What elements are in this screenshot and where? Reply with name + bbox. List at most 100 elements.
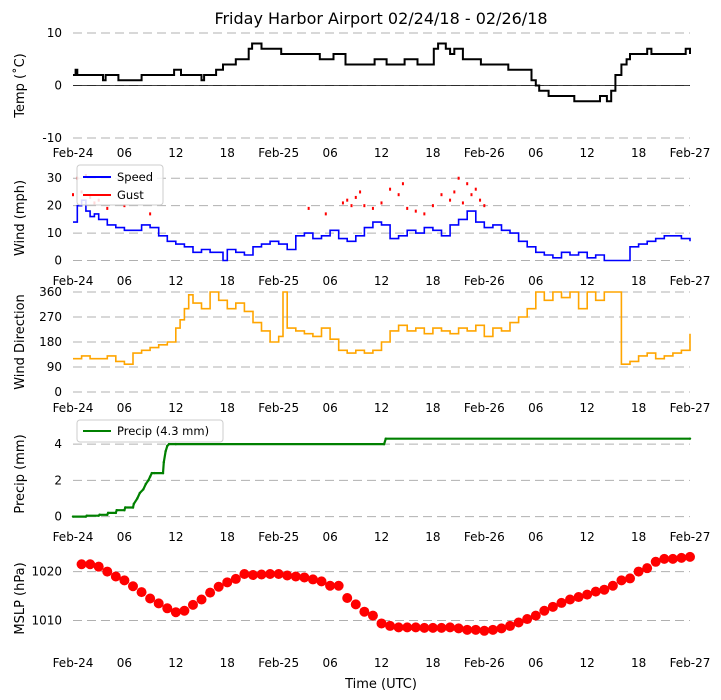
gust-point [72, 193, 74, 197]
mslp-point [350, 599, 361, 610]
mslp-point [153, 598, 164, 609]
panel-temp: -10 0 10 Temp (˚C) Feb-24 06 12 18 Feb-25 06 12 18 F… [12, 26, 710, 160]
temp-xtick-label: 18 [425, 146, 440, 160]
mslp-point [650, 556, 661, 567]
gust-point [346, 198, 349, 202]
gust-point [324, 212, 327, 216]
wind-xtick-label: Feb-27 [670, 274, 711, 288]
precip-point [136, 497, 139, 500]
mslp-point [359, 606, 370, 617]
direction-xtick-label: Feb-26 [464, 401, 505, 415]
mslp-xtick-label: Feb-24 [53, 656, 94, 670]
precip-legend: Precip (4.3 mm) [76, 419, 224, 443]
mslp-point [522, 614, 533, 625]
panel-direction: 0 90 180 270 360 Wind Direction Feb-24 06 12 18 Fe… [13, 285, 710, 415]
precip-point [85, 514, 88, 517]
precip-xtick-label: Feb-25 [258, 530, 299, 544]
precip-point [142, 488, 145, 491]
precip-point [114, 511, 118, 515]
direction-xtick-label: 18 [425, 401, 440, 415]
precip-point [144, 482, 148, 486]
temp-ytick-label: -10 [42, 131, 62, 145]
mslp-xtick-label: Feb-25 [258, 656, 299, 670]
temp-xtick-label: 18 [220, 146, 235, 160]
precip-point [384, 437, 387, 440]
mslp-point [633, 566, 644, 577]
wind-ytick-label: 30 [47, 171, 62, 185]
mslp-point [410, 622, 421, 633]
mslp-xtick-label: Feb-27 [670, 656, 711, 670]
gust-point [470, 193, 473, 197]
wind-xtick-label: Feb-25 [258, 274, 299, 288]
gust-point [474, 187, 477, 191]
mslp-xtick-label: 06 [117, 656, 132, 670]
mslp-point [127, 581, 138, 592]
mslp-point [205, 587, 216, 598]
mslp-point [419, 622, 430, 633]
mslp-point [187, 599, 198, 610]
temp-xtick-label: 06 [528, 146, 543, 160]
mslp-point [385, 620, 396, 631]
temp-ylabel: Temp (˚C) [12, 53, 28, 119]
mslp-point [505, 620, 516, 631]
direction-series-line [73, 291, 691, 365]
wind-xtick-label: 18 [220, 274, 235, 288]
wind-xtick-label: 18 [631, 274, 646, 288]
precip-xtick-label: 18 [631, 530, 646, 544]
mslp-xtick-label: Feb-26 [464, 656, 505, 670]
gust-point [414, 209, 417, 213]
mslp-point [393, 622, 404, 633]
gust-point [363, 204, 366, 208]
precip-ytick-label: 2 [54, 473, 62, 487]
mslp-point [93, 561, 104, 572]
precip-xtick-label: 06 [322, 530, 337, 544]
mslp-xtick-label: 18 [425, 656, 440, 670]
mslp-point [667, 553, 678, 564]
mslp-point [273, 569, 284, 580]
direction-ytick-label: 360 [39, 285, 62, 299]
mslp-point [685, 551, 695, 562]
precip-xtick-label: 18 [220, 530, 235, 544]
gust-point [453, 190, 456, 194]
mslp-point [136, 587, 147, 598]
mslp-xtick-label: 06 [322, 656, 337, 670]
precip-point [166, 444, 169, 448]
temp-xtick-label: 12 [168, 146, 183, 160]
wind-xtick-label: 06 [528, 274, 543, 288]
mslp-point [342, 593, 353, 604]
gust-point [406, 206, 409, 210]
direction-xtick-label: 06 [117, 401, 132, 415]
temp-xtick-label: 06 [117, 146, 132, 160]
precip-point [131, 506, 135, 509]
precip-point [123, 509, 126, 512]
panel-wind: 0 10 20 30 Wind (mph) Feb-24 06 12 18 Feb-25 06 12 1… [13, 164, 711, 288]
gust-point [380, 201, 383, 205]
mslp-xtick-label: 12 [374, 656, 389, 670]
gust-point [341, 201, 344, 205]
mslp-point [590, 586, 601, 597]
mslp-xtick-label: 12 [580, 656, 595, 670]
gust-point [354, 195, 357, 199]
mslp-point [162, 603, 173, 614]
precip-xtick-label: Feb-26 [464, 530, 505, 544]
mslp-point [196, 594, 207, 605]
gust-point [449, 198, 452, 202]
precip-point [148, 475, 152, 478]
precip-point [132, 502, 136, 506]
mslp-xtick-label: 18 [631, 656, 646, 670]
x-axis-label: Time (UTC) [344, 677, 417, 692]
mslp-point [582, 589, 593, 600]
gust-point [401, 182, 404, 186]
mslp-point [76, 559, 87, 570]
precip-ytick-label: 4 [54, 437, 62, 451]
temp-series-line [73, 42, 691, 103]
mslp-point [256, 569, 267, 580]
precip-xtick-label: Feb-27 [670, 530, 711, 544]
mslp-point [487, 624, 498, 635]
wind-xtick-label: Feb-24 [53, 274, 94, 288]
gust-point [461, 201, 464, 205]
mslp-point [642, 563, 653, 574]
mslp-point [445, 622, 456, 633]
direction-xtick-label: Feb-25 [258, 401, 299, 415]
wind-xtick-label: 12 [580, 274, 595, 288]
